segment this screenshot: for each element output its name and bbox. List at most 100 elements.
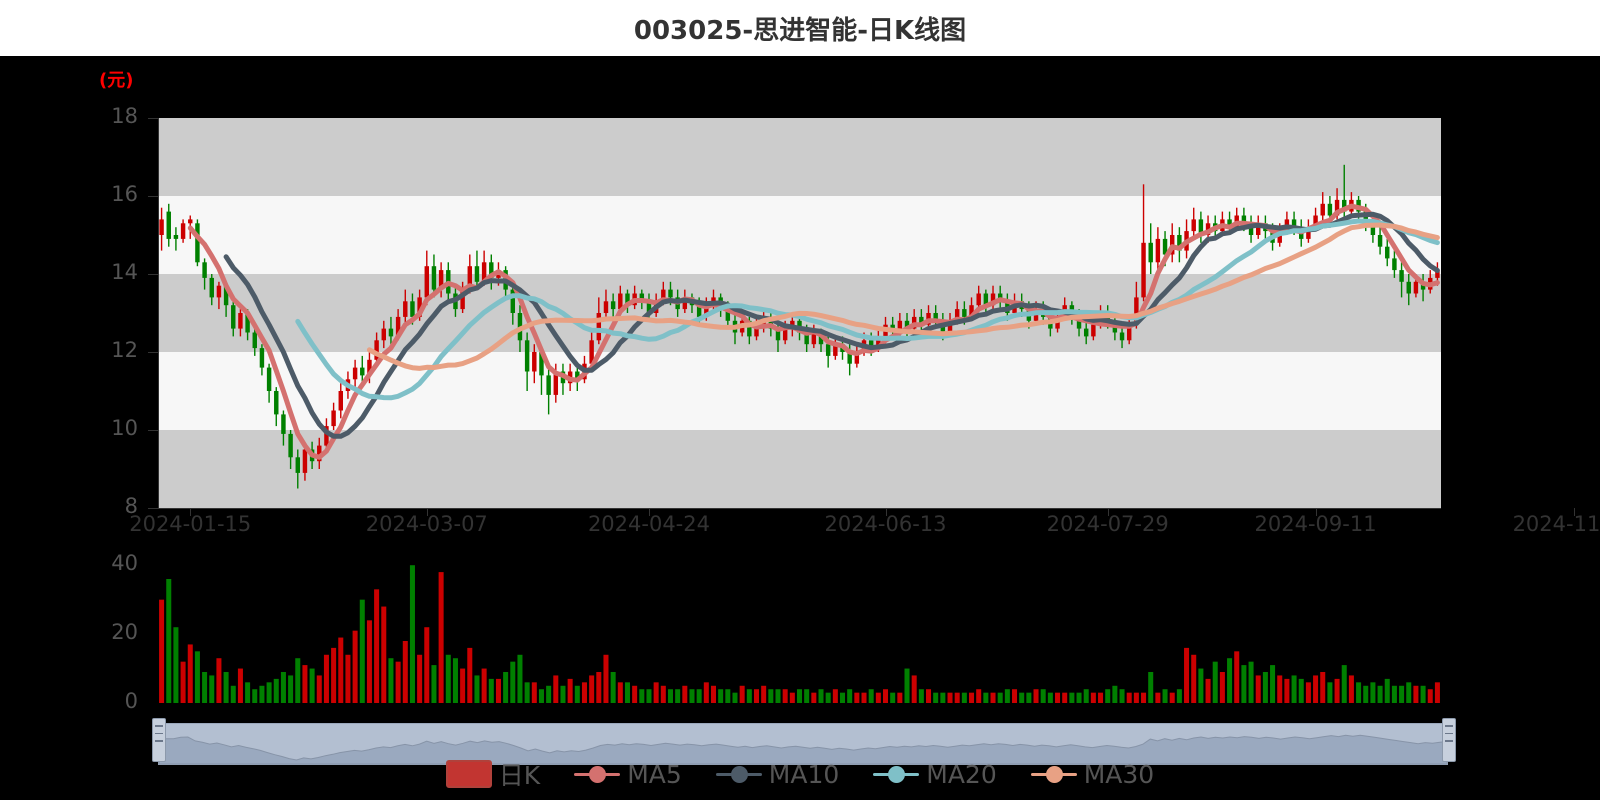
volume-bar [1062, 692, 1068, 703]
price-plot-area[interactable] [158, 118, 1441, 508]
candle-body [904, 320, 910, 329]
volume-bar [1255, 675, 1261, 703]
legend-item-ma5[interactable]: MA5 [574, 760, 682, 789]
datazoom-handle-right[interactable] [1442, 718, 1456, 762]
legend-item-ma30[interactable]: MA30 [1030, 760, 1154, 789]
price-y-tick-label: 8 [124, 494, 138, 518]
volume-bar [381, 606, 387, 703]
volume-bar [1069, 692, 1075, 703]
volume-bar [1384, 678, 1390, 703]
volume-bar [789, 692, 795, 703]
candle-body [159, 219, 164, 235]
volume-bar [452, 658, 458, 703]
volume-bar [216, 658, 222, 703]
price-y-tick-label: 14 [111, 260, 138, 284]
datazoom-handle-left[interactable] [152, 718, 166, 762]
volume-bar [510, 661, 516, 703]
candle-body [252, 332, 257, 349]
candle-body [1342, 199, 1347, 212]
candle-body [575, 371, 580, 380]
volume-bar [1026, 692, 1032, 703]
volume-bar [883, 689, 889, 703]
volume-bar [897, 692, 903, 703]
volume-bar [1427, 689, 1433, 703]
candle-body [1083, 328, 1089, 337]
volume-bar [1334, 678, 1340, 703]
volume-bar [1133, 692, 1139, 703]
volume-bar [1098, 692, 1104, 703]
ma-line-ma20 [295, 218, 1440, 401]
volume-bar [359, 599, 365, 703]
volume-bar [696, 689, 702, 703]
volume-bar [581, 682, 587, 703]
candle-body [245, 313, 250, 333]
volume-bar [1141, 692, 1147, 703]
volume-bar [460, 668, 466, 703]
legend-swatch-candle-icon [445, 760, 492, 788]
volume-bar [467, 647, 473, 703]
candle-body [1320, 203, 1325, 216]
legend-item-label: MA5 [627, 759, 682, 789]
candle-body [1148, 242, 1153, 263]
legend-item-ma10[interactable]: MA10 [715, 760, 839, 789]
volume-bar [338, 637, 344, 703]
candle-body [460, 289, 465, 310]
candle-body [209, 277, 214, 298]
volume-bar [553, 675, 559, 703]
volume-bar [933, 692, 939, 703]
candle-body [431, 266, 437, 290]
volume-bar [839, 692, 846, 703]
candle-body [589, 340, 594, 364]
volume-bar [431, 665, 437, 703]
date-x-tick-label: 2024-03-07 [365, 512, 488, 536]
candle-body [173, 235, 179, 239]
candle-body [403, 301, 408, 317]
legend-swatch-line-icon [715, 763, 762, 785]
volume-bar [1305, 682, 1311, 703]
volume-bar [1313, 675, 1319, 703]
candle-body [202, 262, 207, 278]
date-x-tick [1315, 508, 1317, 516]
candle-body [231, 305, 236, 329]
chart-legend[interactable]: 日K MA5 MA10 MA20 MA30 [0, 748, 1600, 800]
candle-body [524, 340, 530, 372]
candle-body [661, 289, 666, 302]
candle-body [388, 328, 394, 337]
volume-bar [1298, 678, 1304, 703]
candle-body [424, 266, 430, 298]
candle-body [646, 301, 652, 313]
volume-bar [868, 689, 874, 703]
volume-plot-area[interactable] [158, 548, 1441, 703]
volume-bar [574, 685, 580, 703]
volume-bar [409, 565, 415, 703]
candle-body [833, 344, 838, 356]
candle-body [947, 320, 953, 333]
volume-bar [1348, 675, 1354, 703]
volume-bar [1090, 692, 1096, 703]
volume-bar [495, 678, 501, 703]
volume-bar [402, 641, 408, 703]
price-y-tick [148, 118, 158, 119]
volume-bar [761, 685, 767, 703]
candle-body [180, 223, 186, 239]
volume-bar [1169, 692, 1175, 703]
date-x-tick-label: 2024-01-15 [129, 512, 252, 536]
candle-body [223, 285, 229, 306]
volume-bar [1184, 647, 1190, 703]
legend-item-ma20[interactable]: MA20 [873, 760, 997, 789]
datazoom-slider[interactable] [158, 723, 1448, 765]
legend-swatch-line-icon [873, 763, 920, 785]
volume-bar [1191, 654, 1197, 703]
legend-item-日k[interactable]: 日K [445, 756, 540, 792]
volume-bar [682, 685, 688, 703]
candle-body [818, 332, 824, 345]
candle-body [747, 320, 752, 337]
volume-bar [1406, 682, 1412, 703]
volume-bar [295, 658, 301, 703]
volume-bar [610, 672, 616, 703]
volume-bar [911, 675, 917, 703]
volume-bar [990, 692, 996, 703]
volume-bar [309, 668, 315, 703]
volume-bar [273, 678, 279, 703]
